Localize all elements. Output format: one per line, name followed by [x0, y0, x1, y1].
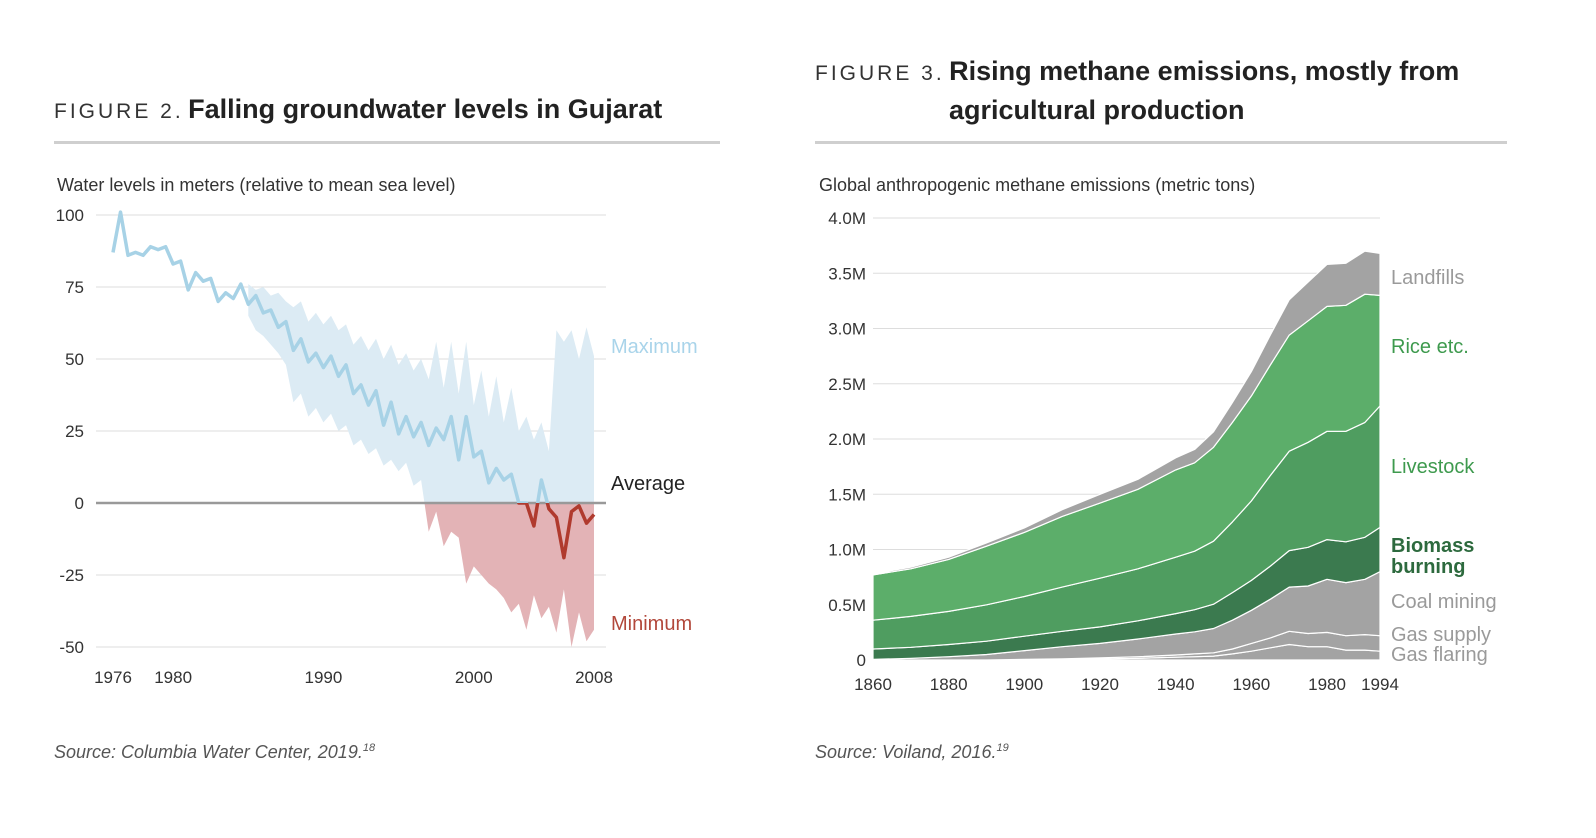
x-tick-label: 1960	[1232, 675, 1270, 694]
series-label: burning	[1391, 556, 1465, 578]
figure-3-axis-title: Global anthropogenic methane emissions (…	[819, 175, 1256, 195]
y-tick-label: 100	[56, 206, 84, 225]
x-tick-label: 1860	[854, 675, 892, 694]
x-tick-label: 1920	[1081, 675, 1119, 694]
figure-3-title-line2: agricultural production	[949, 95, 1245, 125]
x-tick-label: 1976	[94, 668, 132, 687]
y-tick-label: 2.5M	[828, 375, 866, 394]
average-line-above-zero	[111, 210, 550, 503]
figure-3-source: Source: Voiland, 2016.19	[815, 742, 1009, 763]
y-tick-label: -25	[59, 566, 84, 585]
y-tick-label: 0	[75, 494, 84, 513]
y-tick-label: 1.0M	[828, 541, 866, 560]
figure-2-source-ref: 18	[362, 742, 376, 754]
range-band-below-zero	[424, 503, 594, 647]
x-tick-label: 1994	[1361, 675, 1399, 694]
figure-2-title: Falling groundwater levels in Gujarat	[188, 94, 663, 124]
y-tick-label: 3.0M	[828, 320, 866, 339]
x-tick-label: 2008	[575, 668, 613, 687]
minimum-label: Minimum	[611, 613, 692, 635]
figure-3-label: FIGURE 3.	[815, 62, 945, 85]
figure-2-axis-title: Water levels in meters (relative to mean…	[57, 175, 456, 195]
series-label: Landfills	[1391, 267, 1464, 289]
figure-3-divider	[815, 141, 1507, 144]
y-tick-label: 4.0M	[828, 209, 866, 228]
y-tick-label: -50	[59, 638, 84, 657]
figure-2-panel: FIGURE 2. Falling groundwater levels in …	[54, 0, 734, 838]
series-label: Rice etc.	[1391, 336, 1469, 358]
figure-2-source: Source: Columbia Water Center, 2019.18	[54, 742, 375, 763]
series-label: Gas supply	[1391, 624, 1491, 646]
figure-3-panel: FIGURE 3. Rising methane emissions, most…	[815, 0, 1515, 838]
x-tick-label: 1980	[1308, 675, 1346, 694]
series-label: Coal mining	[1391, 591, 1497, 613]
series-label: Livestock	[1391, 456, 1475, 478]
figure-3-heading: FIGURE 3. Rising methane emissions, most…	[815, 56, 1459, 87]
x-tick-label: 1980	[154, 668, 192, 687]
figure-2-divider	[54, 141, 720, 144]
average-label: Average	[611, 473, 685, 495]
series-label: Biomass	[1391, 535, 1474, 557]
x-tick-label: 1990	[305, 668, 343, 687]
x-tick-label: 1900	[1005, 675, 1043, 694]
y-tick-label: 0	[857, 651, 866, 670]
y-tick-label: 0.5M	[828, 596, 866, 615]
series-label: Gas flaring	[1391, 644, 1488, 666]
maximum-label: Maximum	[611, 336, 698, 358]
y-tick-label: 50	[65, 350, 84, 369]
y-tick-label: 3.5M	[828, 264, 866, 283]
figure-2-label: FIGURE 2.	[54, 100, 184, 123]
x-tick-label: 1880	[930, 675, 968, 694]
figure-3-title-line1: Rising methane emissions, mostly from	[949, 56, 1460, 86]
y-tick-label: 25	[65, 422, 84, 441]
x-tick-label: 1940	[1157, 675, 1195, 694]
area-landfills	[872, 250, 1381, 576]
y-tick-label: 75	[65, 278, 84, 297]
x-tick-label: 2000	[455, 668, 493, 687]
figure-3-source-text: Source: Voiland, 2016.	[815, 742, 997, 762]
y-tick-label: 2.0M	[828, 430, 866, 449]
y-tick-label: 1.5M	[828, 485, 866, 504]
figure-2-source-text: Source: Columbia Water Center, 2019.	[54, 742, 363, 762]
figure-3-source-ref: 19	[996, 742, 1009, 754]
range-band-above-zero	[248, 284, 594, 503]
figure-2-heading: FIGURE 2. Falling groundwater levels in …	[54, 94, 662, 125]
